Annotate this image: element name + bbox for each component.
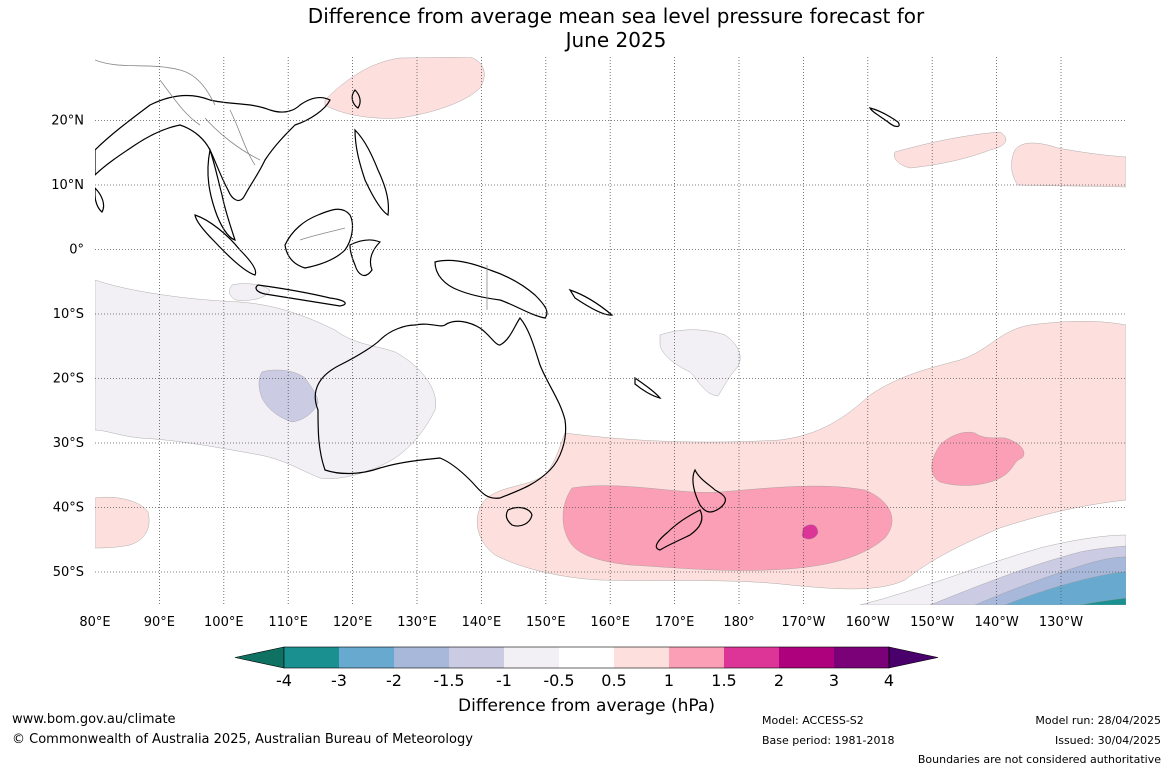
colorbar: -4 -3 -2 -1.5 -1 -0.5 0.5 1 1.5 2 3 4	[234, 646, 939, 690]
country-borders	[95, 59, 488, 310]
lon-tick-label: 150°E	[526, 615, 566, 630]
colorbar-segment	[449, 647, 504, 668]
longitude-labels: 80°E 90°E 100°E 110°E 120°E 130°E 140°E 150°E 16…	[79, 615, 1083, 630]
lon-tick-label: 120°E	[333, 615, 373, 630]
mainland-borders	[95, 59, 261, 166]
borneo-outline	[284, 208, 354, 269]
colorbar-tick-label: 4	[884, 671, 894, 690]
anomaly-pos-0-5-np2	[1011, 142, 1126, 188]
chart-title: Difference from average mean sea level p…	[0, 4, 1173, 52]
copyright-text: © Commonwealth of Australia 2025, Austra…	[12, 732, 473, 747]
colorbar-tick-label: 3	[829, 671, 839, 690]
sulawesi-outline	[349, 239, 382, 277]
colorbar-tick-label: 0.5	[601, 671, 626, 690]
anomaly-pos-1-5-spot	[801, 524, 819, 540]
anomaly-pos-0-5-np1	[894, 131, 1007, 169]
anomaly-pos-0-5-far-sw	[95, 497, 150, 549]
colorbar-segment	[669, 647, 724, 668]
lat-tick-label: 50°S	[53, 565, 84, 580]
lat-tick-label: 0°	[69, 243, 84, 258]
lat-tick-label: 20°S	[53, 372, 84, 387]
new-zealand-north	[692, 468, 727, 513]
lon-tick-label: 80°E	[79, 615, 110, 630]
philippines-outline	[354, 128, 390, 217]
title-line-1: Difference from average mean sea level p…	[307, 4, 925, 28]
colorbar-label: Difference from average (hPa)	[458, 696, 715, 716]
lat-tick-label: 40°S	[53, 501, 84, 516]
colorbar-tick-label: -0.5	[543, 671, 574, 690]
colorbar-segment	[614, 647, 669, 668]
colorbar-extend-high	[888, 646, 939, 669]
lon-tick-label: 180°	[723, 615, 754, 630]
anomaly-neg-2-south	[1004, 571, 1126, 605]
tasmania-outline	[505, 506, 533, 527]
graticule	[95, 57, 1126, 605]
madagascar-tip-outline	[95, 187, 105, 213]
colorbar-tick-label: -1	[496, 671, 512, 690]
colorbar-tick-label: -4	[276, 671, 292, 690]
issued-text: Issued: 30/04/2025	[1054, 734, 1161, 747]
lon-tick-label: 140°E	[462, 615, 502, 630]
anomaly-pos-1-sp	[931, 432, 1025, 486]
anomaly-neg-0-5-fiji	[659, 329, 741, 397]
anomaly-neg-0-5-small	[229, 283, 271, 301]
model-run-text: Model run: 28/04/2025	[1035, 714, 1161, 727]
lon-tick-label: 90°E	[144, 615, 175, 630]
colorbar-segment	[339, 647, 394, 668]
lat-tick-label: 10°N	[51, 178, 84, 193]
colorbar-segment	[504, 647, 559, 668]
lon-tick-label: 130°W	[1039, 615, 1083, 630]
base-period-text: Base period: 1981-2018	[762, 734, 895, 747]
title-line-2: June 2025	[565, 28, 667, 52]
taiwan-outline	[351, 89, 361, 109]
colorbar-tick-label: 2	[774, 671, 784, 690]
lon-tick-label: 110°E	[268, 615, 308, 630]
colorbar-tick-label: 1.5	[711, 671, 736, 690]
latitude-labels: 20°N 10°N 0° 10°S 20°S 30°S 40°S 50°S	[51, 114, 84, 581]
solomon-islands-outline	[568, 288, 614, 316]
java-outline	[255, 284, 346, 307]
coastlines	[95, 89, 900, 551]
hawaii-outline	[868, 107, 900, 128]
map-area	[95, 57, 1126, 605]
mainland-asia-outline	[95, 94, 331, 202]
colorbar-tick-label: -1.5	[433, 671, 464, 690]
new-caledonia-outline	[634, 376, 662, 400]
new-zealand-south	[655, 509, 703, 551]
lat-tick-label: 10°S	[53, 307, 84, 322]
colorbar-segment	[724, 647, 779, 668]
lon-tick-label: 160°W	[846, 615, 890, 630]
anomaly-pos-1-tasman	[562, 485, 893, 571]
colorbar-extend-low	[234, 646, 285, 669]
disclaimer-text: Boundaries are not considered authoritat…	[917, 753, 1161, 766]
lon-tick-label: 140°W	[975, 615, 1019, 630]
lon-tick-label: 170°W	[781, 615, 825, 630]
colorbar-tick-label: -2	[386, 671, 402, 690]
colorbar-frame	[283, 646, 890, 669]
lat-tick-label: 20°N	[51, 114, 84, 129]
colorbar-tick-label: 1	[664, 671, 674, 690]
website-link[interactable]: www.bom.gov.au/climate	[12, 712, 176, 727]
australia-outline	[314, 317, 567, 499]
lon-tick-label: 100°E	[204, 615, 244, 630]
colorbar-segment	[834, 647, 889, 668]
sumatra-outline	[194, 214, 257, 276]
borneo-border	[299, 227, 346, 241]
lon-tick-label: 160°E	[590, 615, 630, 630]
colorbar-tick-label: -3	[331, 671, 347, 690]
anomaly-pos-0-5-north	[324, 57, 485, 119]
malay-peninsula-outline	[207, 147, 236, 241]
colorbar-segment	[394, 647, 449, 668]
colorbar-segment	[284, 647, 339, 668]
lat-tick-label: 30°S	[53, 436, 84, 451]
lon-tick-label: 130°E	[397, 615, 437, 630]
new-guinea-outline	[434, 259, 548, 319]
anomaly-neg-3-south	[1079, 597, 1126, 605]
colorbar-segment	[779, 647, 834, 668]
model-text: Model: ACCESS-S2	[762, 714, 864, 727]
lon-tick-label: 170°E	[655, 615, 695, 630]
colorbar-segment	[559, 647, 614, 668]
lon-tick-label: 150°W	[910, 615, 954, 630]
